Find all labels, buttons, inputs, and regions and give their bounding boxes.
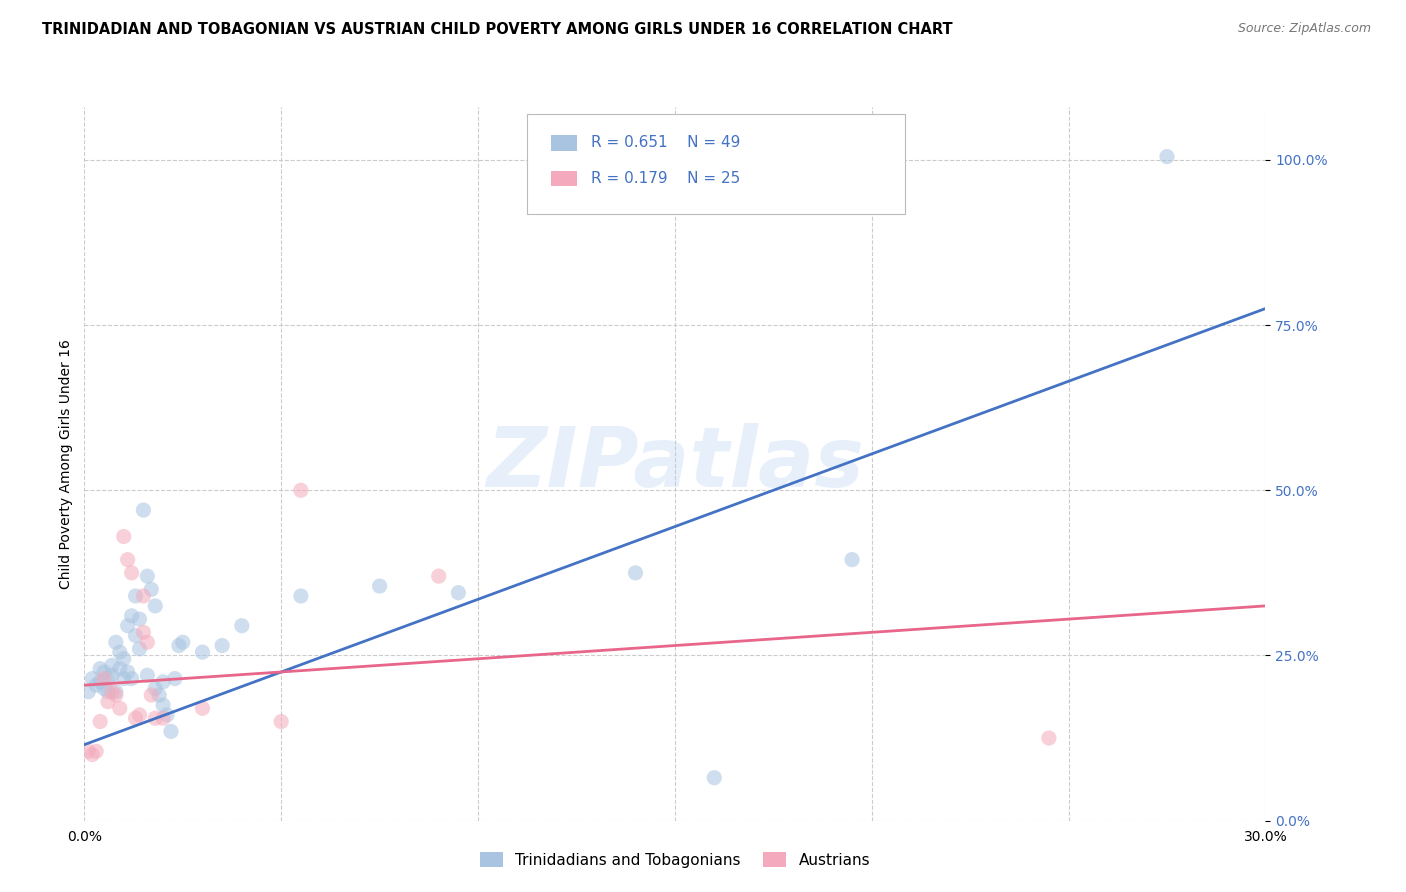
Point [231,618,253,632]
Point [136,668,159,682]
Point [89,714,111,729]
Point [121,608,143,623]
Bar [551,135,576,151]
Point [152,711,174,725]
Point [132,503,155,517]
Point [290,589,312,603]
Point [172,635,194,649]
Point [143,681,166,696]
Point [368,579,391,593]
Point [124,711,146,725]
Point [290,483,312,498]
Point [117,618,139,632]
Point [112,529,135,543]
Point [112,672,135,686]
Point [132,625,155,640]
Point [121,566,143,580]
Point [136,569,159,583]
Text: R = 0.179    N = 25: R = 0.179 N = 25 [591,171,741,186]
Point [93,665,115,679]
Point [211,639,233,653]
Point [167,639,190,653]
Point [191,645,214,659]
Point [136,635,159,649]
Point [1156,150,1178,164]
Point [93,681,115,696]
Point [163,672,186,686]
Point [112,652,135,666]
Point [77,744,100,758]
Point [124,629,146,643]
Point [101,668,124,682]
Point [117,665,139,679]
Point [89,662,111,676]
Point [104,635,127,649]
Point [143,711,166,725]
Point [108,645,131,659]
Point [160,724,183,739]
Legend: Trinidadians and Tobagonians, Austrians: Trinidadians and Tobagonians, Austrians [474,846,876,873]
Text: R = 0.651    N = 49: R = 0.651 N = 49 [591,136,741,150]
Point [101,658,124,673]
Point [156,707,179,722]
Point [97,685,120,699]
Point [447,585,470,599]
Point [97,672,120,686]
Text: TRINIDADIAN AND TOBAGONIAN VS AUSTRIAN CHILD POVERTY AMONG GIRLS UNDER 16 CORREL: TRINIDADIAN AND TOBAGONIAN VS AUSTRIAN C… [42,22,953,37]
Point [841,552,863,566]
Bar [551,170,576,186]
Point [93,672,115,686]
Point [148,688,170,702]
Point [84,678,107,692]
Point [191,701,214,715]
Point [97,695,120,709]
Point [124,589,146,603]
Point [128,707,150,722]
Point [82,672,104,686]
Point [101,685,124,699]
Point [108,701,131,715]
Point [128,612,150,626]
Point [152,674,174,689]
Point [104,688,127,702]
Text: Source: ZipAtlas.com: Source: ZipAtlas.com [1237,22,1371,36]
Point [624,566,647,580]
Point [128,641,150,656]
Point [82,747,104,762]
FancyBboxPatch shape [527,114,905,214]
Point [141,582,163,597]
Point [132,589,155,603]
Point [143,599,166,613]
Point [108,662,131,676]
Point [427,569,450,583]
Point [84,744,107,758]
Point [89,674,111,689]
Point [104,685,127,699]
Point [121,672,143,686]
Point [141,688,163,702]
Point [1038,731,1060,745]
Point [270,714,292,729]
Point [703,771,725,785]
Y-axis label: Child Poverty Among Girls Under 16: Child Poverty Among Girls Under 16 [59,339,73,589]
Point [117,552,139,566]
Text: ZIPatlas: ZIPatlas [486,424,863,504]
Point [77,685,100,699]
Point [152,698,174,712]
